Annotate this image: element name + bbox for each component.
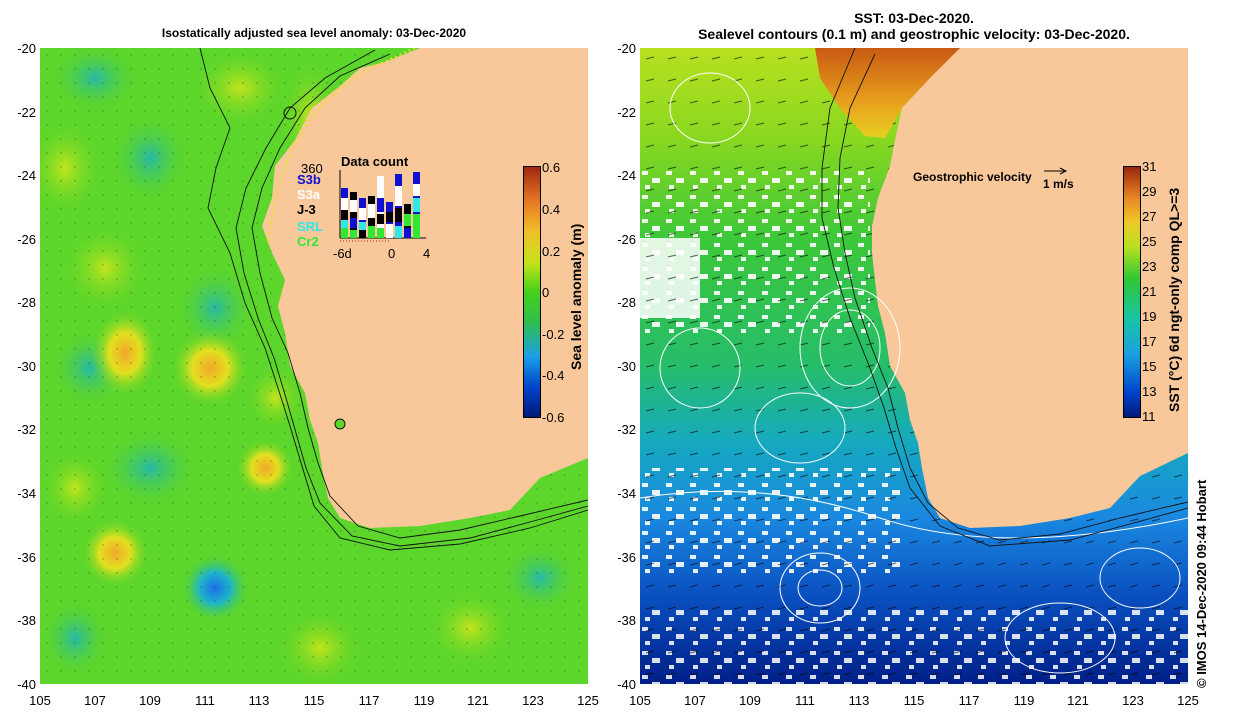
data-count-xtick-4: 4: [423, 246, 431, 261]
lon-label: 117: [358, 693, 380, 708]
lon-label: 121: [1067, 693, 1089, 708]
lon-label: 121: [467, 693, 489, 708]
left-map-title: Isostatically adjusted sea level anomaly…: [161, 26, 467, 40]
sst-cbar-tick: 27: [1142, 209, 1157, 224]
sla-cbar-tick: 0: [542, 285, 550, 300]
mission-label-cr2: Cr2: [297, 234, 319, 249]
lat-label: -22: [617, 105, 636, 120]
sla-cbar-tick: 0.6: [542, 160, 561, 175]
sst-cbar-tick: 17: [1142, 334, 1157, 349]
data-count-bar-chart: [339, 170, 426, 242]
sst-cbar-tick: 13: [1142, 384, 1157, 399]
lat-label: -32: [617, 422, 636, 437]
data-count-xtick-0: 0: [388, 246, 396, 261]
lat-label: -32: [17, 422, 36, 437]
lat-label: -34: [17, 486, 36, 501]
lat-label: -24: [17, 168, 36, 183]
sst-map[interactable]: [640, 48, 1188, 684]
lat-label: -38: [617, 613, 636, 628]
lon-label: 111: [795, 693, 815, 708]
sst-colorbar-title: SST (°C) 6d ngt-only comp QL>=3: [1166, 187, 1182, 412]
data-count-title: Data count: [341, 154, 409, 169]
lon-label: 117: [958, 693, 980, 708]
geostrophic-velocity-label: Geostrophic velocity: [913, 170, 1032, 184]
sst-map-graphic: [640, 48, 1188, 684]
lon-label: 105: [29, 693, 51, 708]
velocity-scale-arrow-icon: [1044, 167, 1068, 175]
sst-cbar-tick: 21: [1142, 284, 1157, 299]
sea-level-anomaly-map[interactable]: [40, 48, 588, 684]
mission-label-srl: SRL: [297, 219, 323, 234]
lon-label: 105: [629, 693, 651, 708]
lat-label: -22: [17, 105, 36, 120]
lat-label: -38: [17, 613, 36, 628]
lon-label: 115: [903, 693, 925, 708]
mission-label-s3a: S3a: [297, 187, 321, 202]
mission-label-j3: J-3: [297, 202, 316, 217]
lon-label: 123: [522, 693, 544, 708]
sst-cbar-tick: 23: [1142, 259, 1157, 274]
velocity-scale-label: 1 m/s: [1043, 177, 1074, 191]
lat-label: -34: [617, 486, 636, 501]
lon-label: 125: [577, 693, 599, 708]
lon-label: 115: [303, 693, 325, 708]
sla-cbar-tick: -0.6: [542, 410, 565, 425]
lon-label: 119: [413, 693, 435, 708]
right-map-title-line1: SST: 03-Dec-2020.: [854, 10, 974, 26]
sea-level-colorbar: [523, 166, 541, 418]
sst-colorbar: [1123, 166, 1141, 418]
imos-credit: © IMOS 14-Dec-2020 09:44 Hobart: [1194, 479, 1209, 688]
lat-label: -28: [17, 295, 36, 310]
sst-cbar-tick: 15: [1142, 359, 1157, 374]
lat-label: -20: [617, 41, 636, 56]
lon-label: 113: [848, 693, 870, 708]
lat-label: -24: [617, 168, 636, 183]
lat-label: -36: [617, 550, 636, 565]
lat-label: -26: [617, 232, 636, 247]
lon-label: 107: [684, 693, 706, 708]
right-map-title-line2: Sealevel contours (0.1 m) and geostrophi…: [698, 26, 1130, 42]
lat-label: -30: [617, 359, 636, 374]
sst-cbar-tick: 31: [1142, 159, 1157, 174]
lon-label: 109: [139, 693, 161, 708]
sla-cbar-tick: -0.2: [542, 327, 565, 342]
sst-cbar-tick: 25: [1142, 234, 1157, 249]
lat-label: -40: [17, 677, 36, 692]
lat-label: -40: [617, 677, 636, 692]
lon-label: 113: [248, 693, 270, 708]
sla-cbar-tick: -0.4: [542, 368, 565, 383]
lon-label: 125: [1177, 693, 1199, 708]
data-count-xtick-minus6d: -6d: [333, 246, 352, 261]
lat-label: -36: [17, 550, 36, 565]
lon-label: 109: [739, 693, 761, 708]
lon-label: 107: [84, 693, 106, 708]
lon-label: 111: [195, 693, 215, 708]
lat-label: -26: [17, 232, 36, 247]
sst-cbar-tick: 19: [1142, 309, 1157, 324]
data-count-max-label: 360: [301, 161, 323, 176]
sst-cbar-tick: 29: [1142, 184, 1157, 199]
lat-label: -28: [617, 295, 636, 310]
sla-colorbar-title: Sea level anomaly (m): [568, 223, 584, 370]
lat-label: -20: [17, 41, 36, 56]
sla-map-graphic: [40, 48, 588, 684]
sst-cbar-tick: 11: [1142, 409, 1156, 424]
mission-label-s3b: S3b: [297, 172, 321, 187]
lon-label: 119: [1013, 693, 1035, 708]
lon-label: 123: [1122, 693, 1144, 708]
sla-cbar-tick: 0.2: [542, 244, 561, 259]
lat-label: -30: [17, 359, 36, 374]
sla-cbar-tick: 0.4: [542, 202, 561, 217]
